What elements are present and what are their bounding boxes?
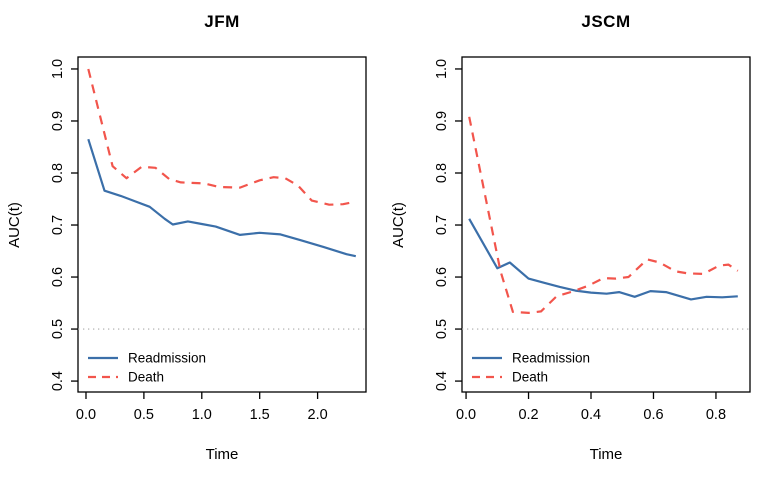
y-tick-label: 0.6 (434, 267, 450, 287)
panel-jfm: JFM AUC(t) 0.0 0.5 1.0 1.5 2.0 0.4 0.5 0.6 0.7 0.… (6, 12, 367, 463)
legend-label-readmission: Readmission (512, 351, 590, 366)
x-tick-label: 0.5 (134, 407, 154, 423)
x-axis-label: Time (589, 446, 623, 463)
y-tick-label: 0.4 (434, 371, 450, 391)
y-tick-label: 0.7 (434, 215, 450, 235)
x-tick-label: 2.0 (308, 407, 328, 423)
legend-label-death: Death (512, 370, 548, 385)
series-line-readmission (468, 218, 738, 301)
x-axis-label: Time (205, 446, 239, 463)
plot-frame (461, 56, 751, 393)
x-tick-label: 0.0 (76, 407, 96, 423)
series-line-readmission (87, 138, 357, 258)
x-tick-label: 0.8 (706, 407, 726, 423)
plot-frame (77, 56, 367, 393)
y-tick-label: 0.9 (50, 111, 66, 131)
y-tick-label: 0.5 (434, 319, 450, 339)
x-tick-label: 1.0 (192, 407, 212, 423)
x-tick-label: 0.4 (581, 407, 601, 423)
legend-label-death: Death (128, 370, 164, 385)
y-tick-label: 0.9 (434, 111, 450, 131)
panel-jscm: JSCM AUC(t) 0.0 0.2 0.4 0.6 0.8 0.4 0.5 0.6 0.7 0… (384, 0, 768, 480)
y-tick-label: 0.4 (50, 371, 66, 391)
y-tick-label: 0.8 (50, 163, 66, 183)
y-tick-label: 0.6 (50, 267, 66, 287)
x-tick-label: 0.0 (456, 407, 476, 423)
series-line-death (87, 68, 357, 206)
series-line-death (468, 116, 739, 314)
y-tick-label: 0.8 (434, 163, 450, 183)
plot-area: 0.0 0.5 1.0 1.5 2.0 0.4 0.5 0.6 0.7 0.8 0.9 1.0 Read… (50, 56, 367, 423)
panel-title: JSCM (581, 12, 631, 31)
x-tick-label: 1.5 (250, 407, 270, 423)
y-tick-label: 0.5 (50, 319, 66, 339)
y-tick-label: 0.7 (50, 215, 66, 235)
y-tick-label: 1.0 (434, 59, 450, 79)
legend-label-readmission: Readmission (128, 351, 206, 366)
x-tick-label: 0.6 (643, 407, 663, 423)
panel-title: JFM (204, 12, 240, 31)
plot-area: 0.0 0.2 0.4 0.6 0.8 0.4 0.5 0.6 0.7 0.8 0.9 1.0 Read… (434, 56, 751, 423)
x-tick-label: 0.2 (518, 407, 538, 423)
y-tick-label: 1.0 (50, 59, 66, 79)
